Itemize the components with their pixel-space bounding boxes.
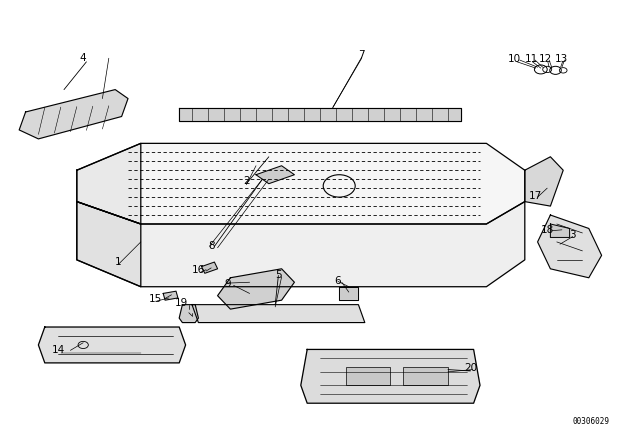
- Text: 12: 12: [540, 54, 552, 64]
- Polygon shape: [77, 202, 141, 287]
- Polygon shape: [77, 202, 525, 287]
- Polygon shape: [538, 215, 602, 278]
- Text: 10: 10: [508, 54, 521, 64]
- Text: 3: 3: [570, 230, 576, 240]
- Text: 18: 18: [541, 225, 554, 235]
- Polygon shape: [202, 262, 218, 273]
- Text: 17: 17: [529, 191, 541, 201]
- Text: 13: 13: [555, 54, 568, 64]
- Text: 2: 2: [243, 177, 250, 186]
- Polygon shape: [192, 305, 365, 323]
- Text: 7: 7: [358, 50, 365, 60]
- Polygon shape: [19, 90, 128, 139]
- Text: 9: 9: [224, 279, 230, 289]
- Polygon shape: [525, 157, 563, 206]
- Polygon shape: [339, 287, 358, 300]
- Text: 8: 8: [208, 241, 214, 251]
- Text: 11: 11: [525, 54, 538, 64]
- Polygon shape: [301, 349, 480, 403]
- Text: 16: 16: [192, 265, 205, 275]
- Text: 19: 19: [175, 298, 188, 308]
- Text: 20: 20: [464, 363, 477, 373]
- Text: 15: 15: [149, 294, 162, 304]
- Polygon shape: [77, 143, 141, 224]
- Polygon shape: [179, 108, 461, 121]
- Polygon shape: [38, 327, 186, 363]
- Polygon shape: [550, 224, 570, 237]
- Polygon shape: [256, 166, 294, 184]
- Polygon shape: [163, 291, 178, 300]
- Text: 5: 5: [275, 270, 282, 280]
- Polygon shape: [218, 269, 294, 309]
- Text: 6: 6: [335, 276, 341, 286]
- Text: 00306029: 00306029: [572, 418, 609, 426]
- Bar: [403, 367, 448, 385]
- Bar: [346, 367, 390, 385]
- Text: 4: 4: [80, 53, 86, 63]
- Polygon shape: [179, 305, 198, 323]
- Text: 14: 14: [52, 345, 65, 355]
- Text: 1: 1: [115, 257, 122, 267]
- Polygon shape: [77, 143, 525, 224]
